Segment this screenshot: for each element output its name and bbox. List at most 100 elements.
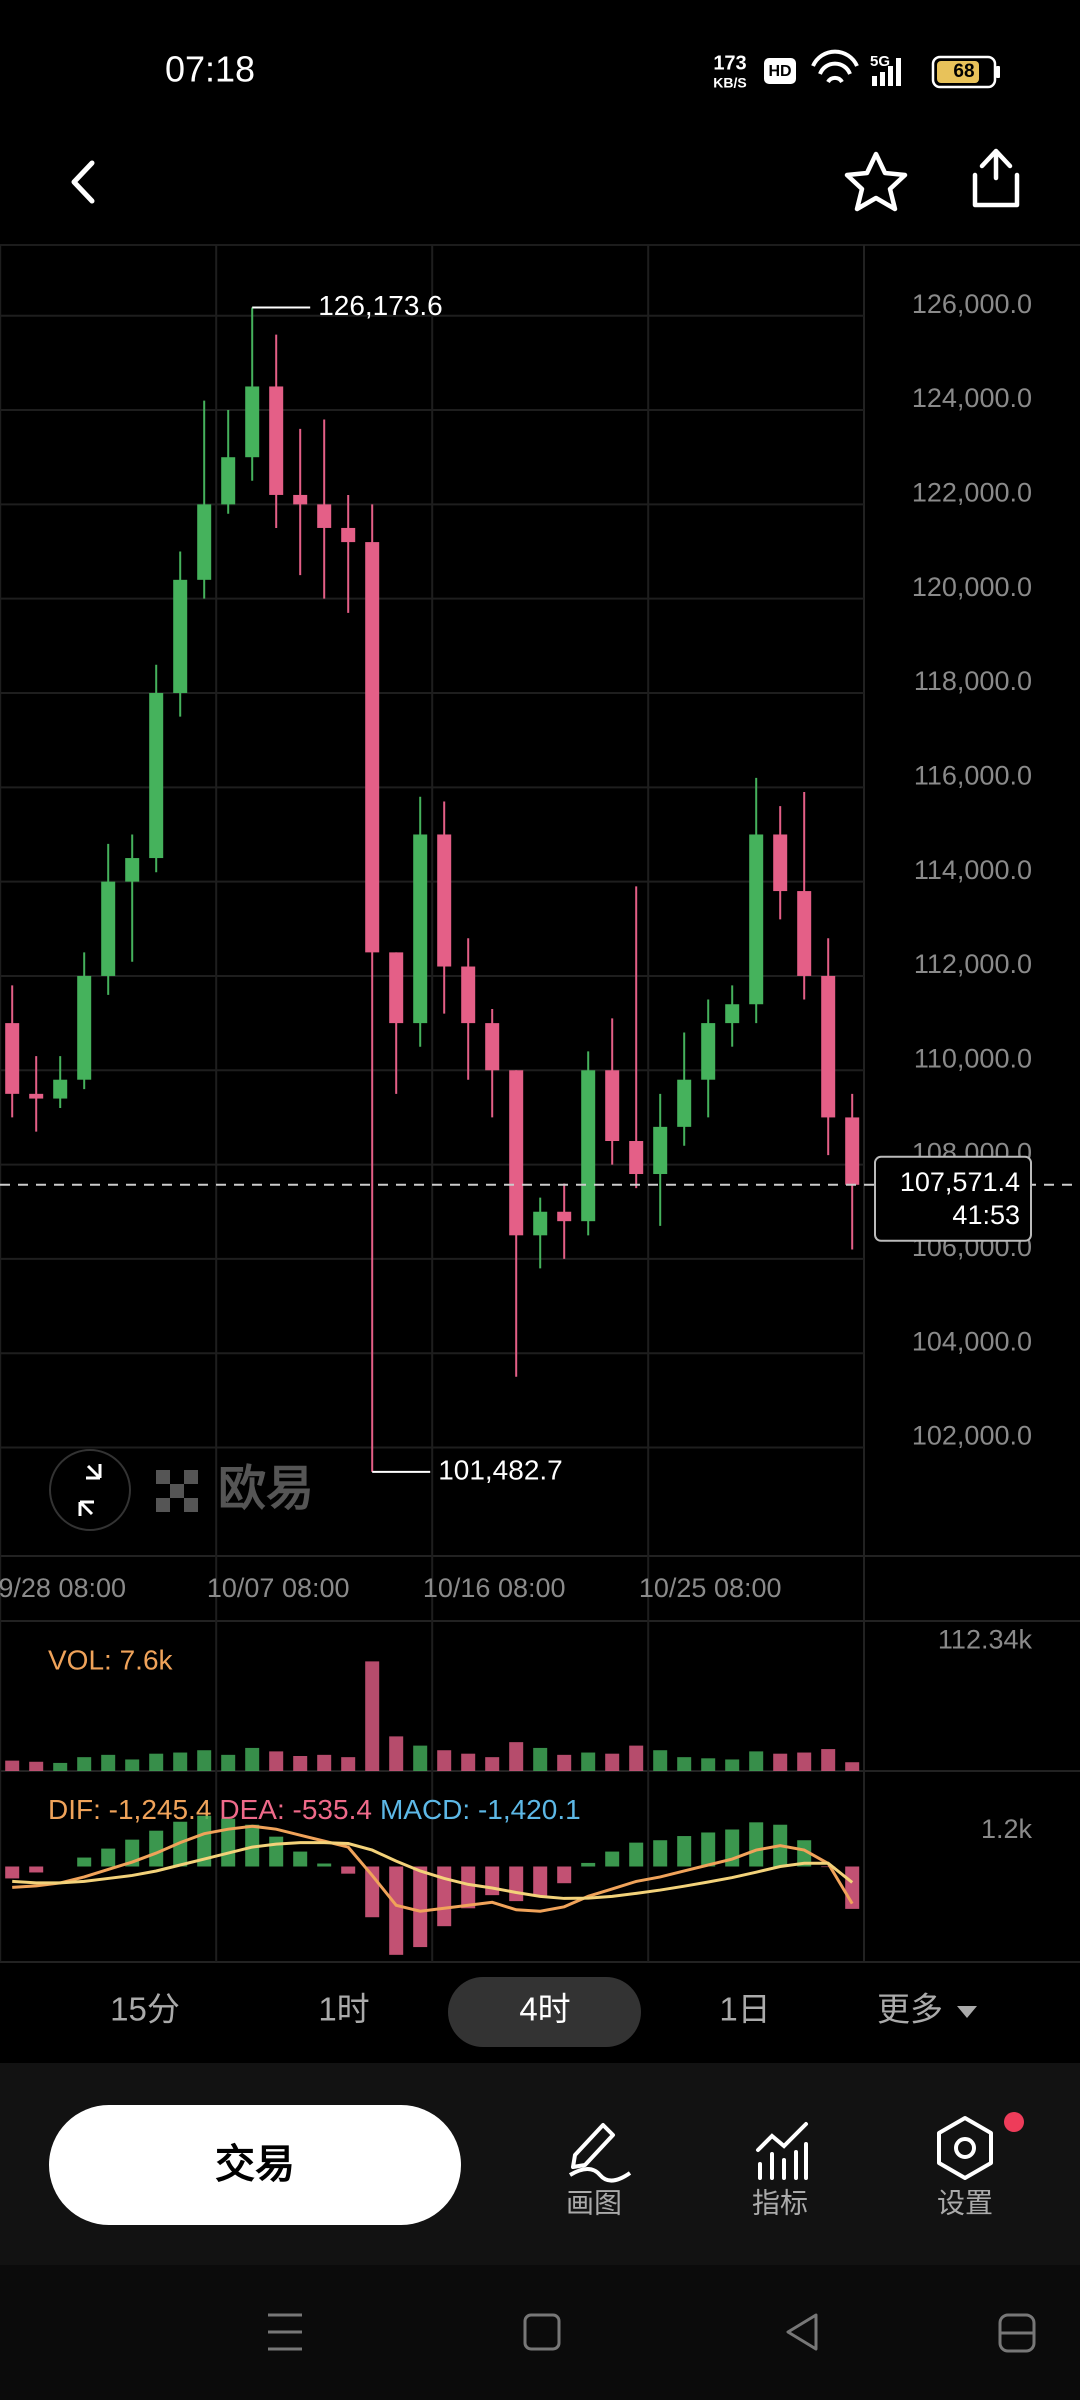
- volume-bar: [269, 1751, 284, 1771]
- macd-bar: [677, 1836, 692, 1867]
- macd-bar: [149, 1830, 164, 1867]
- tab[interactable]: 1日: [719, 1991, 770, 2028]
- candle-body: [197, 504, 212, 580]
- candle-body: [413, 834, 428, 1024]
- countdown: 41:53: [952, 1200, 1020, 1230]
- y-tick-label: 120,000.0: [912, 572, 1032, 602]
- candle-body: [53, 1079, 68, 1099]
- candle-body: [797, 891, 812, 976]
- tab-selected[interactable]: 4时: [519, 1991, 570, 2028]
- y-tick-label: 126,000.0: [912, 289, 1032, 319]
- back-button[interactable]: [71, 160, 95, 204]
- macd-bar: [293, 1851, 308, 1867]
- volume-bar: [317, 1754, 332, 1771]
- macd-bar: [413, 1866, 428, 1948]
- macd-bar: [29, 1866, 44, 1873]
- tab[interactable]: 15分: [110, 1991, 180, 2028]
- y-tick-label: 124,000.0: [912, 383, 1032, 413]
- low-label: 101,482.7: [438, 1454, 563, 1485]
- candle-body: [581, 1070, 596, 1222]
- volume-bar: [653, 1750, 668, 1771]
- volume-bar: [245, 1747, 260, 1771]
- grid: 126,000.0 124,000.0 122,000.0 120,000.0 118,…: [0, 245, 1032, 1962]
- macd-bar: [101, 1848, 116, 1867]
- watermark-logo: [156, 1470, 198, 1512]
- settings-icon[interactable]: [937, 2116, 993, 2180]
- macd-bar: [605, 1851, 620, 1867]
- x-tick-label: 10/25 08:00: [639, 1573, 782, 1603]
- macd-bar: [797, 1840, 812, 1867]
- collapse-icon: [78, 1464, 102, 1516]
- macd-bar: [341, 1866, 356, 1874]
- volume-bar: [557, 1754, 572, 1771]
- volume-bar: [485, 1757, 500, 1771]
- y-tick-label: 122,000.0: [912, 477, 1032, 507]
- status-time: 07:18: [165, 49, 255, 90]
- notification-dot: [1004, 2112, 1024, 2132]
- share-button[interactable]: [972, 148, 1020, 208]
- nav-home[interactable]: [523, 2313, 561, 2351]
- candle-body: [101, 881, 116, 976]
- trade-button[interactable]: [49, 2105, 461, 2225]
- candle-body: [317, 504, 332, 528]
- macd-bar: [509, 1866, 524, 1902]
- volume-bar: [29, 1761, 44, 1771]
- macd-line: [12, 1841, 854, 1900]
- battery-level: [937, 61, 979, 83]
- macd-bar: [437, 1866, 452, 1927]
- y-tick-label: 116,000.0: [914, 760, 1032, 790]
- trade-button-text: 交易: [215, 2143, 295, 2187]
- battery-tip: [996, 66, 1000, 78]
- macd-tick-label: 1.2k: [981, 1814, 1033, 1844]
- indicator-icon[interactable]: [756, 2122, 808, 2180]
- tool-label: 画图: [566, 2187, 622, 2218]
- volume-bar: [365, 1661, 380, 1771]
- candle-body: [149, 693, 164, 859]
- volume-bar: [221, 1754, 236, 1771]
- nav-back[interactable]: [786, 2313, 818, 2351]
- more-arrow: [957, 2006, 977, 2018]
- macd-bar: [5, 1866, 20, 1879]
- volume-bar: [77, 1757, 92, 1771]
- hd-text: HD: [768, 63, 791, 80]
- candle-body: [701, 1023, 716, 1080]
- y-tick-label: 114,000.0: [914, 855, 1032, 885]
- candle-body: [293, 494, 308, 505]
- tab[interactable]: 1时: [318, 1991, 369, 2028]
- y-tick-label: 104,000.0: [912, 1326, 1032, 1356]
- volume-tick-label: 112.34k: [938, 1625, 1033, 1655]
- tab-more[interactable]: 更多: [877, 1991, 943, 2028]
- x-tick-label: 10/16 08:00: [423, 1573, 566, 1603]
- candle-body: [773, 834, 788, 892]
- x-tick-label: 10/07 08:00: [207, 1573, 350, 1603]
- candle-body: [5, 1023, 20, 1094]
- volume-bar: [797, 1752, 812, 1771]
- macd-bar: [389, 1866, 404, 1955]
- candle-body: [845, 1117, 860, 1185]
- candle-body: [821, 975, 836, 1118]
- collapse-button[interactable]: [49, 1449, 131, 1531]
- signal-icon: [872, 58, 901, 86]
- y-tick-label: 102,000.0: [912, 1421, 1032, 1451]
- volume-bar: [101, 1754, 116, 1771]
- volume-bar: [629, 1745, 644, 1771]
- candle-body: [629, 1141, 644, 1175]
- volume-bar: [845, 1762, 860, 1771]
- net-speed-unit: KB/S: [713, 75, 746, 91]
- nav-menu[interactable]: [268, 2313, 302, 2351]
- macd-bar: [653, 1840, 668, 1867]
- volume-bar: [773, 1753, 788, 1771]
- draw-icon[interactable]: [568, 2123, 632, 2183]
- y-tick-label: 112,000.0: [914, 949, 1032, 979]
- favorite-button[interactable]: [844, 151, 908, 212]
- macd-line: [12, 1824, 854, 1913]
- candle-body: [533, 1211, 548, 1236]
- candle-body: [437, 834, 452, 967]
- candle-body: [557, 1211, 572, 1222]
- macd-bar: [629, 1842, 644, 1867]
- volume-bar: [389, 1736, 404, 1771]
- macd-bar: [317, 1863, 332, 1867]
- volume-bar: [509, 1742, 524, 1771]
